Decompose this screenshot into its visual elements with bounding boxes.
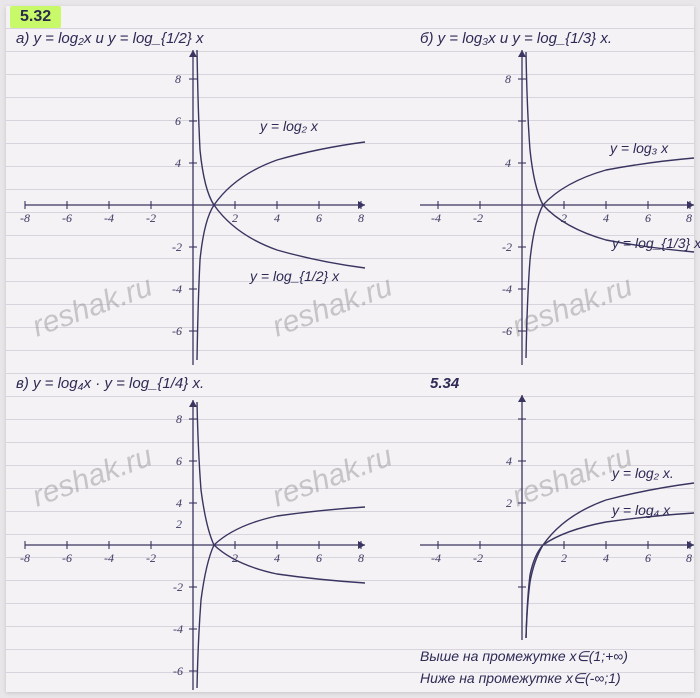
curve-label-d2: y = log₄ x (612, 502, 670, 518)
svg-text:4: 4 (506, 454, 512, 468)
svg-text:6: 6 (645, 551, 651, 565)
svg-text:8: 8 (686, 551, 692, 565)
svg-text:2: 2 (561, 551, 567, 565)
svg-text:-4: -4 (431, 551, 441, 565)
curve-label-d1: y = log₂ x. (612, 465, 674, 481)
chart-d: -4 -2 2 4 6 8 2 4 (0, 0, 700, 698)
bottom-note-2: Ниже на промежутке x∈(-∞;1) (420, 670, 621, 687)
svg-text:-2: -2 (473, 551, 483, 565)
bottom-note-1: Выше на промежутке x∈(1;+∞) (420, 648, 628, 665)
svg-text:4: 4 (603, 551, 609, 565)
svg-text:2: 2 (506, 496, 512, 510)
